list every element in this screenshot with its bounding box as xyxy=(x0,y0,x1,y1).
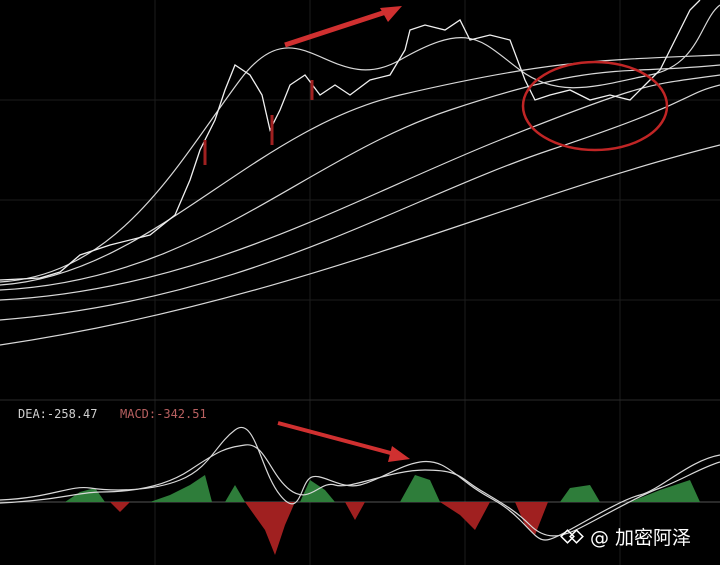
moving-averages xyxy=(0,4,720,346)
macd-histogram xyxy=(0,475,720,555)
arrow-bottom-head xyxy=(388,446,410,462)
watermark-icon xyxy=(560,529,584,544)
dea-label: DEA:-258.47 xyxy=(18,407,97,421)
arrow-bottom xyxy=(277,421,399,457)
arrow-top-head xyxy=(380,6,402,22)
arrow-top xyxy=(284,7,393,48)
highlight-circle xyxy=(521,60,669,152)
red-candles xyxy=(203,80,314,165)
macd-label: MACD:-342.51 xyxy=(120,407,207,421)
price-line xyxy=(0,0,701,281)
watermark: @ 加密阿泽 xyxy=(590,527,691,549)
